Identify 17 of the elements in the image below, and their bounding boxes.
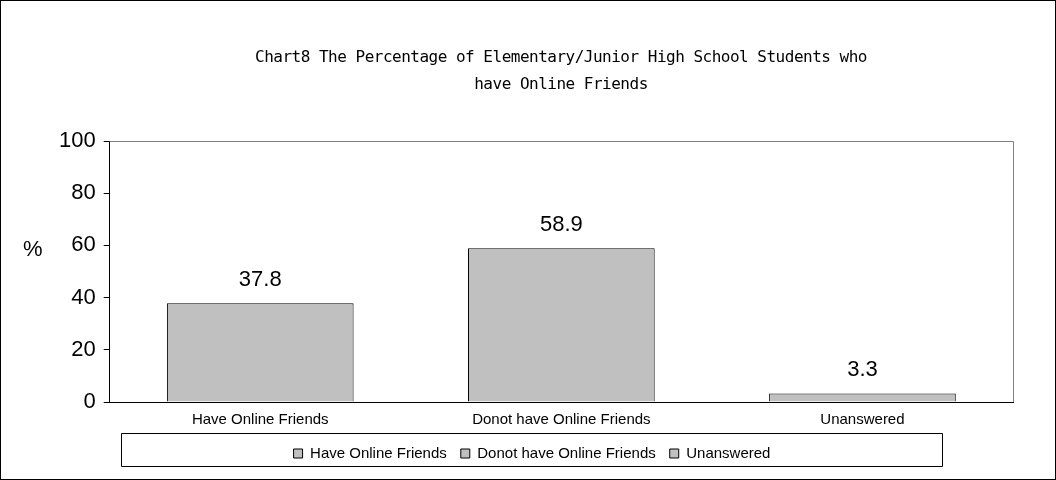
legend-label: Unanswered: [686, 443, 771, 461]
legend-label: Donot have Online Friends: [477, 443, 656, 461]
data-label: 3.3: [847, 356, 878, 382]
y-axis-title: %: [23, 236, 43, 262]
chart-title: Chart8 The Percentage of Elementary/Junior High School Students who have Online Friends: [254, 46, 868, 95]
x-tick-label: Unanswered: [820, 410, 905, 428]
y-tick-label: 40: [71, 283, 96, 309]
y-tick-label: 20: [71, 335, 96, 361]
x-tick-label: Have Online Friends: [191, 410, 329, 428]
y-tick-label: 80: [71, 179, 96, 205]
y-tick-label: 0: [83, 388, 96, 414]
data-label: 58.9: [539, 211, 583, 237]
x-tick-label: Donot have Online Friends: [472, 410, 651, 428]
y-tick-label: 100: [58, 127, 96, 153]
legend-label: Have Online Friends: [310, 443, 447, 461]
data-label: 37.8: [238, 266, 282, 292]
y-tick-label: 60: [71, 231, 96, 257]
